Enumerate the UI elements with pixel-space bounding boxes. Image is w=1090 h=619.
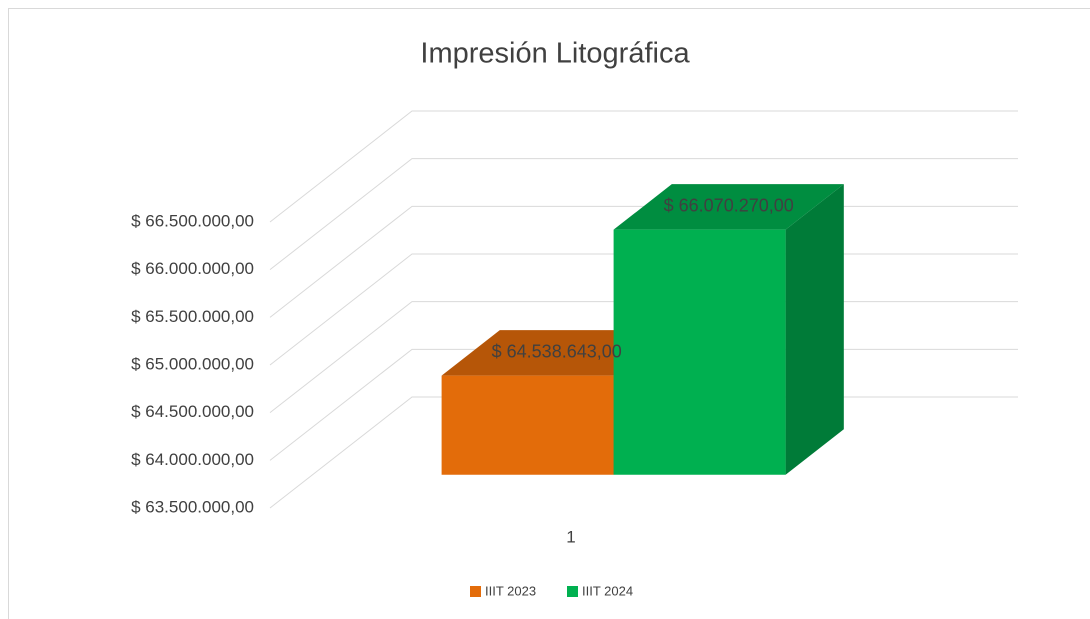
bar-top — [613, 184, 844, 230]
y-tick-label: $ 66.500.000,00 — [131, 211, 254, 230]
bar-side — [785, 184, 844, 475]
y-tick-label: $ 66.000.000,00 — [131, 259, 254, 278]
bar — [441, 375, 614, 475]
legend-swatch — [470, 586, 481, 597]
bar — [613, 229, 786, 475]
data-label: $ 64.538.643,00 — [492, 342, 622, 362]
grid-line — [269, 158, 1018, 271]
y-tick-label: $ 65.500.000,00 — [131, 307, 254, 326]
legend-label: IIIT 2023 — [485, 583, 536, 598]
chart-title: Impresión Litográfica — [420, 38, 690, 70]
y-tick-label: $ 64.000.000,00 — [131, 450, 254, 469]
legend-label: IIIT 2024 — [582, 583, 633, 598]
data-label: $ 66.070.270,00 — [664, 196, 794, 216]
x-tick-label: 1 — [566, 527, 575, 546]
y-tick-label: $ 63.500.000,00 — [131, 497, 254, 516]
chart-frame — [8, 8, 1090, 619]
y-tick-label: $ 64.500.000,00 — [131, 402, 254, 421]
grid-line — [269, 110, 1018, 223]
y-tick-label: $ 65.000.000,00 — [131, 354, 254, 373]
legend-swatch — [567, 586, 578, 597]
